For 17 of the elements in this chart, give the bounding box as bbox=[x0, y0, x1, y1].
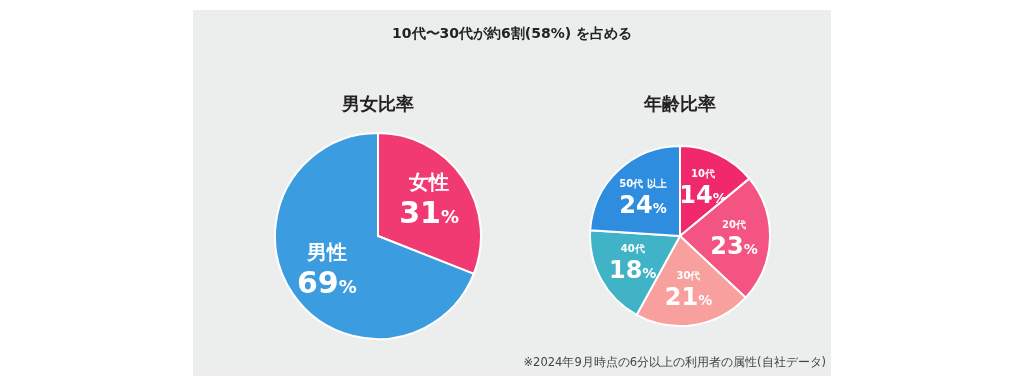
data-label: 18% bbox=[608, 256, 657, 285]
slice-label: 40代 bbox=[620, 243, 645, 255]
slice-label: 30代 bbox=[676, 270, 701, 282]
slice-label: 20代 bbox=[722, 218, 746, 230]
slice-label: 50代 以上 bbox=[619, 177, 667, 189]
slice-label: 女性 bbox=[408, 170, 450, 195]
data-label: 69% bbox=[296, 264, 357, 300]
data-label: 31% bbox=[399, 195, 460, 231]
text: 10代〜30代が約6割(58%) を占める bbox=[392, 25, 632, 41]
slice-label: 10代 bbox=[691, 168, 715, 180]
data-label: 23% bbox=[710, 231, 758, 260]
data-label: 24% bbox=[619, 190, 667, 219]
text: ※2024年9月時点の6分以上の利用者の属性(自社データ) bbox=[523, 355, 826, 369]
data-label: 21% bbox=[664, 283, 713, 312]
slice-label: 男性 bbox=[305, 239, 347, 264]
chart-subtitle: 男女比率 bbox=[341, 93, 414, 114]
chart-title: 年齢比率 bbox=[643, 93, 716, 114]
